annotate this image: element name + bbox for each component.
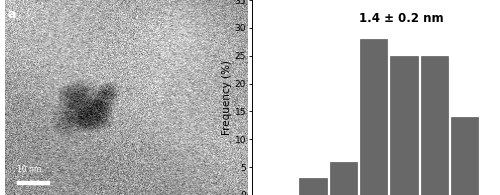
Bar: [300, 178, 326, 195]
Y-axis label: Frequency (%): Frequency (%): [222, 60, 232, 135]
Bar: [420, 56, 448, 195]
Bar: [330, 162, 357, 195]
Bar: [17, 181, 48, 183]
Text: a: a: [8, 8, 16, 21]
Bar: [360, 39, 388, 195]
Text: 10 nm: 10 nm: [17, 165, 41, 174]
Bar: [451, 117, 478, 195]
Text: 1.4 ± 0.2 nm: 1.4 ± 0.2 nm: [358, 12, 443, 25]
Text: b: b: [199, 0, 208, 3]
Bar: [390, 56, 417, 195]
